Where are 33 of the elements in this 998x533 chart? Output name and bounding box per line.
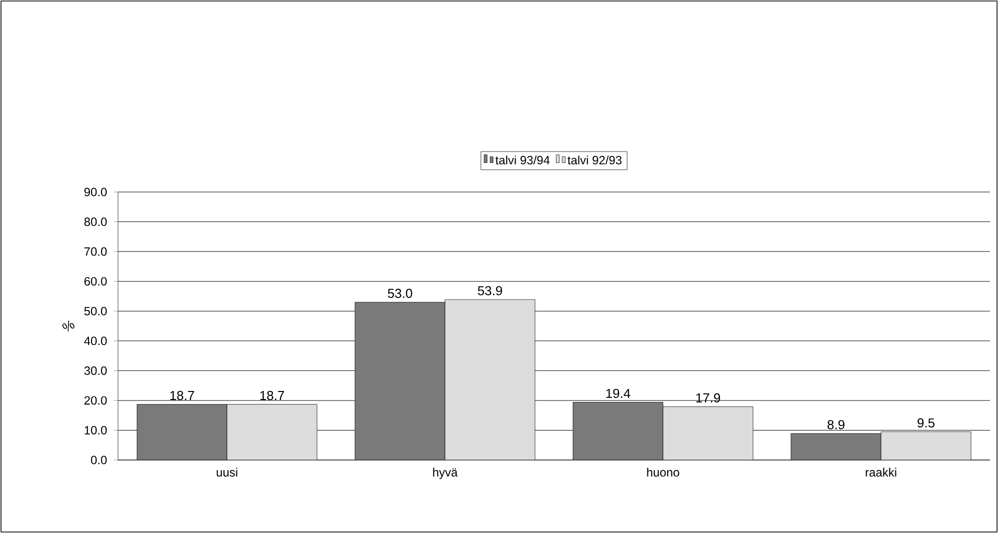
data-label: 19.4 [606, 388, 630, 398]
y-tick-label: 70.0 [84, 247, 107, 256]
bar [880, 432, 972, 460]
bar [572, 402, 664, 460]
data-label: 8.9 [828, 420, 844, 430]
x-tick-label: huono [647, 468, 680, 477]
bar [354, 302, 446, 460]
bar [444, 299, 536, 460]
data-label: 9.5 [918, 418, 934, 428]
y-tick-label: 20.0 [84, 396, 107, 405]
bar [226, 404, 318, 460]
y-tick-label: 30.0 [84, 366, 107, 375]
y-tick-label: 60.0 [84, 277, 107, 286]
bar [790, 433, 882, 460]
x-tick-label: uusi [216, 468, 238, 477]
x-tick-label: raakki [866, 468, 896, 477]
legend-label: talvi 92/93 [568, 156, 622, 164]
y-tick-label: 90.0 [84, 188, 107, 196]
y-tick-label: 0.0 [90, 456, 107, 464]
y-tick-label: 40.0 [84, 336, 107, 346]
data-label: 18.7 [260, 390, 284, 400]
y-tick-label: 80.0 [84, 218, 107, 226]
data-label: 53.9 [478, 286, 502, 296]
data-label: 17.9 [696, 393, 720, 402]
data-label: 18.7 [170, 390, 194, 400]
data-label: 53.0 [388, 288, 412, 298]
y-axis-title: % [62, 320, 74, 332]
bar [136, 404, 228, 460]
y-tick-label: 10.0 [84, 426, 107, 434]
y-tick-label: 50.0 [84, 306, 107, 316]
bar [662, 406, 754, 460]
legend-label: talvi 93/94 [495, 156, 550, 164]
x-tick-label: hyvä [433, 468, 458, 479]
